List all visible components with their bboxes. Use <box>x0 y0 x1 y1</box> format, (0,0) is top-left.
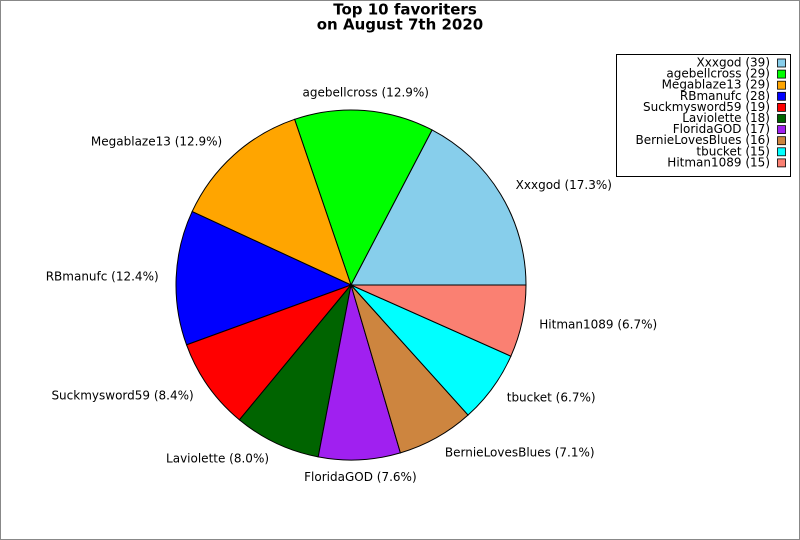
legend-box <box>616 54 791 177</box>
legend-label: FloridaGOD (17) <box>673 122 770 136</box>
slice-label: RBmanufc (12.4%) <box>46 269 159 283</box>
slice-label: FloridaGOD (7.6%) <box>304 470 416 484</box>
legend-label: agebellcross (29) <box>666 67 770 81</box>
legend-label: Xxxgod (39) <box>697 56 770 70</box>
pie-slice <box>350 284 527 357</box>
legend-swatch <box>777 69 786 79</box>
slice-label: tbucket (6.7%) <box>507 391 596 405</box>
legend-swatch <box>777 80 786 90</box>
slice-label: Megablaze13 (12.9%) <box>91 134 222 148</box>
slice-label: Hitman1089 (6.7%) <box>539 318 657 332</box>
pie-slice <box>175 210 353 346</box>
slice-label: Suckmysword59 (8.4%) <box>51 388 193 402</box>
slice-label: Laviolette (8.0%) <box>166 452 269 466</box>
pie-slice <box>350 129 527 286</box>
legend-label: Suckmysword59 (19) <box>643 100 770 114</box>
slice-label: BernieLovesBlues (7.1%) <box>445 446 595 460</box>
legend-swatch <box>777 125 786 134</box>
legend-label: Laviolette (18) <box>682 111 770 125</box>
legend-swatch <box>777 114 786 123</box>
pie-slice <box>293 109 433 287</box>
slice-label: Xxxgod (17.3%) <box>516 178 612 192</box>
chart-title: Top 10 favoriters <box>333 1 477 19</box>
legend-swatch <box>777 103 786 112</box>
legend-swatch <box>777 158 786 168</box>
legend-swatch <box>777 136 786 146</box>
legend-swatch <box>777 91 786 101</box>
slice-label: agebellcross (12.9%) <box>303 86 429 100</box>
legend-label: tbucket (15) <box>696 144 770 158</box>
legend-label: BernieLovesBlues (16) <box>636 133 770 147</box>
pie-slice <box>185 283 353 421</box>
legend-label: Hitman1089 (15) <box>667 155 770 169</box>
legend-swatch <box>777 147 786 157</box>
pie-slice <box>191 118 352 286</box>
chart-subtitle: on August 7th 2020 <box>317 16 484 34</box>
legend-label: RBmanufc (28) <box>680 89 770 103</box>
legend-swatch <box>777 58 786 68</box>
legend-label: Megablaze13 (29) <box>662 78 770 92</box>
